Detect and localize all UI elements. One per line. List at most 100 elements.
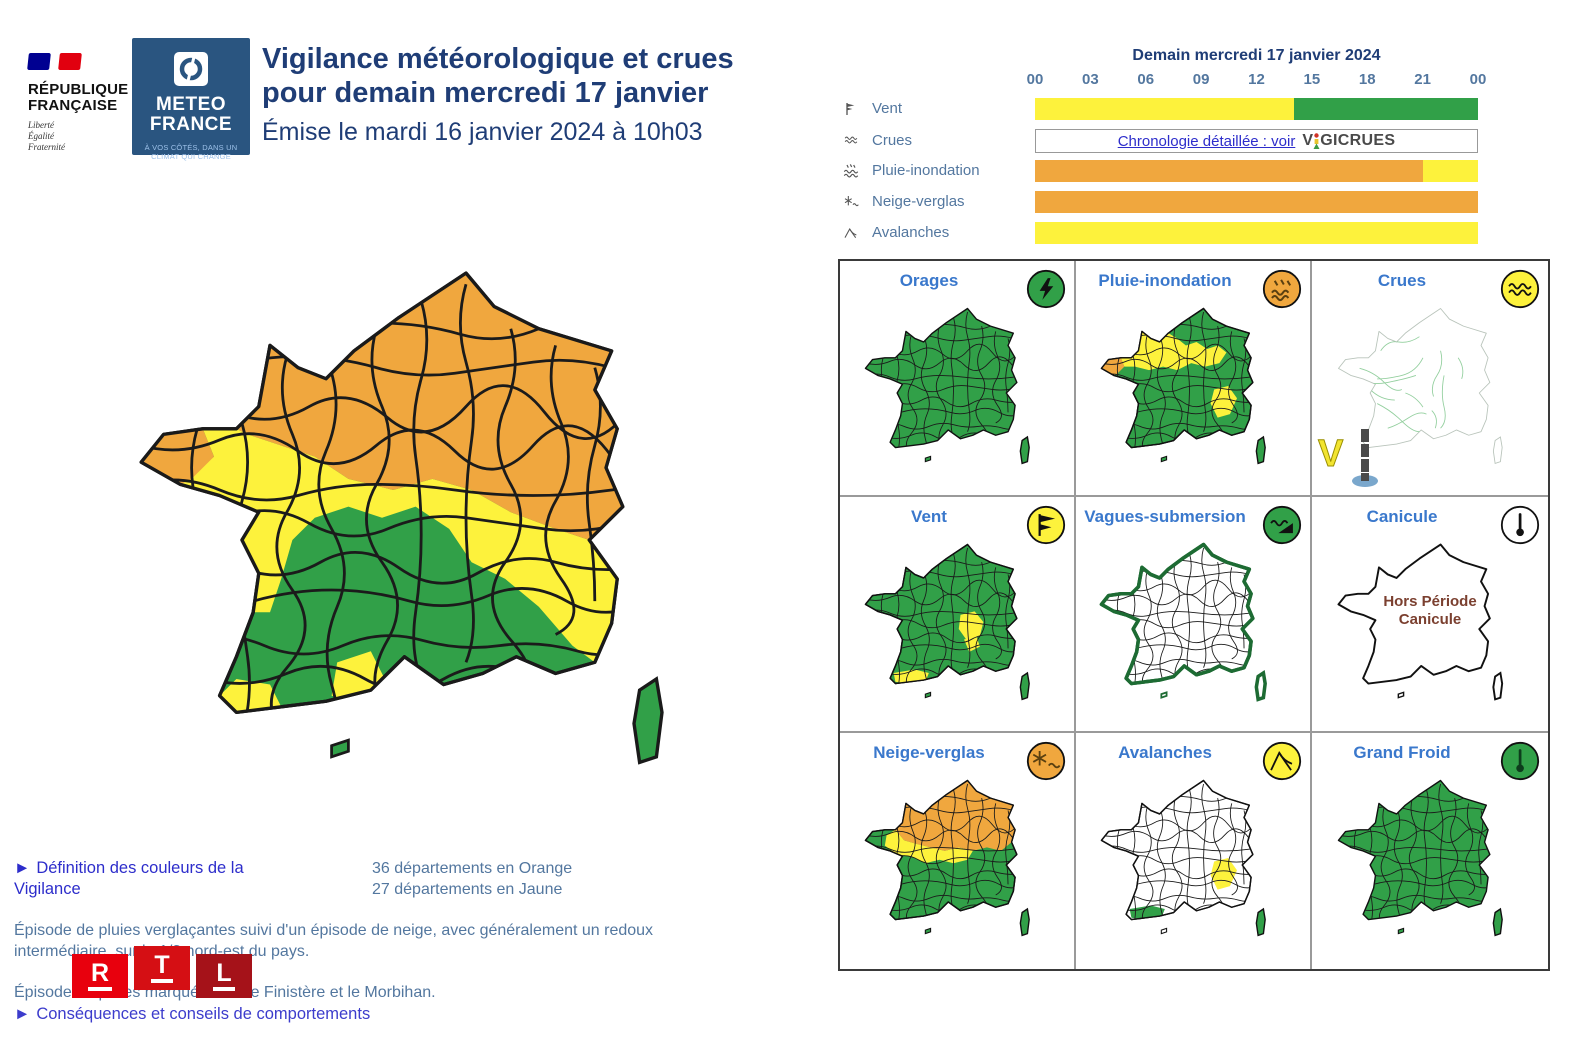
rtl-letter-t: T xyxy=(151,953,173,983)
cell-label: Vagues-submersion xyxy=(1084,507,1246,526)
timeline-row-pluie-inondation: Pluie-inondation xyxy=(836,160,1548,182)
hour-tick-label: 03 xyxy=(1082,71,1099,88)
cell-avalanches[interactable]: Avalanches xyxy=(1076,733,1312,969)
hour-tick-label: 15 xyxy=(1303,71,1321,88)
pluie-inondation-bar xyxy=(1035,160,1478,182)
lightning-icon xyxy=(1026,269,1066,309)
hour-tick-label: 09 xyxy=(1192,71,1210,88)
count-orange: 36 départements en Orange xyxy=(372,860,573,877)
vigicrues-wordmark: V GICRUES xyxy=(1302,132,1396,149)
hour-tick-label: 18 xyxy=(1358,71,1376,88)
hors-periode-label: Hors Période Canicule xyxy=(1383,593,1477,628)
cell-vent[interactable]: Vent xyxy=(840,497,1076,733)
hour-tick-label: 06 xyxy=(1137,71,1155,88)
cell-label: Avalanches xyxy=(1118,743,1212,762)
cell-label: Vent xyxy=(911,507,947,526)
timeline-row-label: Avalanches xyxy=(872,224,950,241)
avalanches-bar xyxy=(1035,222,1478,244)
rain-flood-icon xyxy=(1262,269,1302,309)
waves-icon xyxy=(844,136,858,144)
neige-verglas-bar xyxy=(1035,191,1478,213)
meteo-tagline-line1: À VOS CÔTÉS, DANS UN xyxy=(144,143,238,152)
rtl-letter-l: L xyxy=(213,961,235,991)
vent-bar xyxy=(1035,98,1478,120)
timeline-row-crues: Crues Chronologie détaillée : voir V GIC… xyxy=(836,129,1548,153)
canicule-map xyxy=(1337,543,1504,701)
cell-label: Grand Froid xyxy=(1353,743,1451,762)
timeline-row-label: Neige-verglas xyxy=(872,193,965,210)
cell-crues[interactable]: Crues V xyxy=(1312,261,1548,497)
rain-flood-icon xyxy=(843,164,859,178)
meteo-name-line2: FRANCE xyxy=(149,114,233,135)
definition-couleurs-link[interactable]: ► Définition des couleurs de la Vigilance xyxy=(14,859,244,898)
vigicrues-gauge-icon xyxy=(1352,429,1378,487)
hour-tick-label: 21 xyxy=(1414,71,1431,88)
cell-vagues-submersion[interactable]: Vagues-submersion xyxy=(1076,497,1312,733)
wind-flag-icon xyxy=(846,103,855,115)
hazard-maps-grid: Orages Pluie-inondation xyxy=(838,259,1550,971)
neige-verglas-map xyxy=(864,779,1031,937)
arrow-icon: ► xyxy=(14,859,31,877)
meteo-name-line1: METEO xyxy=(155,94,227,115)
motto-fraternite: Fraternité xyxy=(28,142,65,152)
meteo-france-logo: METEO FRANCE À VOS CÔTÉS, DANS UN CLIMAT… xyxy=(132,38,250,161)
thermometer-cold-icon xyxy=(1500,741,1540,781)
snowflake-icon xyxy=(1026,741,1066,781)
main-vigilance-map[interactable] xyxy=(130,262,690,818)
french-flag-icon xyxy=(27,48,128,74)
arrow-icon: ► xyxy=(14,1005,31,1023)
cell-orages[interactable]: Orages xyxy=(840,261,1076,497)
issue-date: Émise le mardi 16 janvier 2024 à 10h03 xyxy=(262,118,703,146)
avalanches-map xyxy=(1100,779,1267,937)
cell-grand-froid[interactable]: Grand Froid xyxy=(1312,733,1548,969)
motto-egalite: Égalité xyxy=(28,131,54,141)
wind-flag-icon xyxy=(1026,505,1066,545)
timeline-row-avalanches: Avalanches xyxy=(836,222,1548,244)
cell-label: Pluie-inondation xyxy=(1098,271,1232,290)
cell-label: Orages xyxy=(899,271,959,290)
hour-tick-label: 00 xyxy=(1026,71,1044,88)
avalanche-icon xyxy=(844,227,857,238)
page-title: Vigilance météorologique et crues pour d… xyxy=(262,43,734,109)
timeline-row-label: Crues xyxy=(872,132,913,149)
timeline-panel: Demain mercredi 17 janvier 2024 00 03 06 09… xyxy=(836,45,1548,255)
thermometer-hot-icon xyxy=(1500,505,1540,545)
republique-name-line1: RÉPUBLIQUE xyxy=(28,81,129,98)
consequences-conseils-link[interactable]: ► Conséquences et conseils de comportemen… xyxy=(14,1005,371,1023)
timeline-row-neige-verglas: Neige-verglas xyxy=(836,191,1548,213)
crues-chronology-box: Chronologie détaillée : voir V GICRUES xyxy=(1035,129,1478,153)
wave-submersion-icon xyxy=(1262,505,1302,545)
hour-tick-label: 00 xyxy=(1469,71,1487,88)
vigicrues-vi-logo: V xyxy=(1317,429,1388,491)
timeline-title: Demain mercredi 17 janvier 2024 xyxy=(1132,47,1381,64)
pluie-inondation-map xyxy=(1100,307,1267,465)
department-counts: 36 départements en Orange 27 département… xyxy=(372,858,572,900)
snowflake-icon xyxy=(844,196,859,207)
chronologie-link[interactable]: Chronologie détaillée : voir xyxy=(1117,132,1296,150)
meteo-tagline-line2: CLIMAT QUI CHANGE xyxy=(151,152,231,161)
republique-francaise-logo: RÉPUBLIQUE FRANÇAISE Liberté Égalité Fra… xyxy=(27,48,129,153)
orages-map xyxy=(864,307,1031,465)
cell-canicule[interactable]: Canicule Hors Période Canicule xyxy=(1312,497,1548,733)
rtl-letter-r: R xyxy=(87,961,113,991)
timeline-row-vent: Vent xyxy=(836,98,1548,120)
rtl-logo: R T L xyxy=(72,946,262,1000)
hour-tick-label: 12 xyxy=(1248,71,1265,88)
vent-map xyxy=(864,543,1031,701)
timeline-hours: 00 03 06 09 12 15 18 21 00 xyxy=(1027,71,1487,89)
count-jaune: 27 départements en Jaune xyxy=(372,881,563,898)
republique-name-line2: FRANÇAISE xyxy=(28,97,118,114)
avalanche-icon xyxy=(1262,741,1302,781)
timeline-row-label: Pluie-inondation xyxy=(872,162,980,179)
vigicrues-gauge-icon xyxy=(1313,132,1320,149)
cell-label: Canicule xyxy=(1366,507,1438,526)
motto-liberte: Liberté xyxy=(28,120,54,130)
cell-label: Crues xyxy=(1377,271,1427,290)
timeline-row-label: Vent xyxy=(872,100,903,117)
waves-icon xyxy=(1500,269,1540,309)
cell-pluie-inondation[interactable]: Pluie-inondation xyxy=(1076,261,1312,497)
cell-label: Neige-verglas xyxy=(873,743,985,762)
cell-neige-verglas[interactable]: Neige-verglas xyxy=(840,733,1076,969)
grand-froid-map xyxy=(1337,779,1504,937)
